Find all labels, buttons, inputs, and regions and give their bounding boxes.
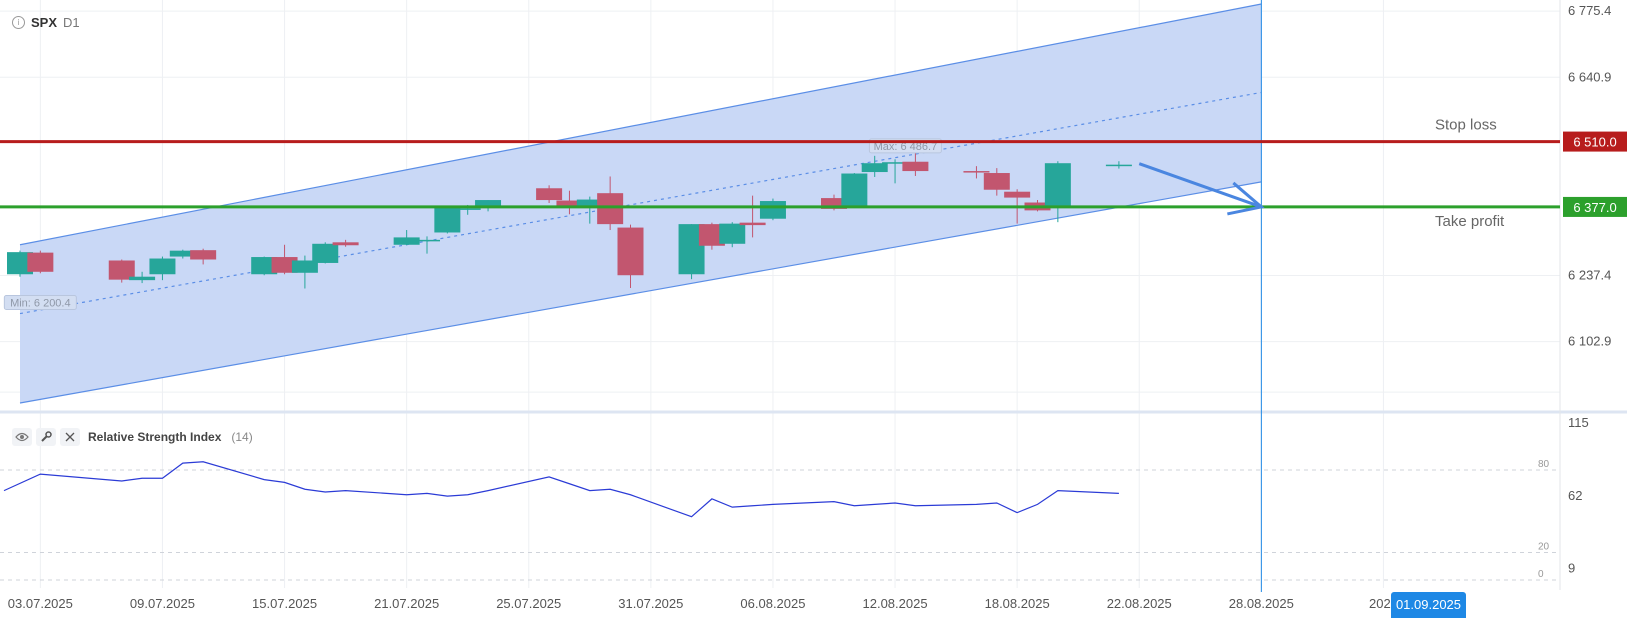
candle-body	[291, 260, 318, 273]
candle-body	[617, 227, 644, 276]
candle-body	[312, 243, 339, 263]
y-tick-label: 6 237.4	[1568, 268, 1611, 283]
y-tick-label: 6 102.9	[1568, 334, 1611, 349]
grid	[0, 0, 1627, 590]
candle-body	[332, 242, 359, 246]
x-tick-label: 12.08.2025	[863, 596, 928, 611]
x-tick-label: 21.07.2025	[374, 596, 439, 611]
candle-body	[1105, 164, 1132, 167]
rsi-y-tick-label: 62	[1568, 488, 1582, 503]
candle-body	[719, 223, 746, 244]
rsi-plot: 80 20 0 115 62 9	[0, 415, 1589, 581]
rsi-reference-label: 20	[1538, 542, 1550, 553]
y-tick-label: 6 775.4	[1568, 3, 1611, 18]
symbol-label: SPX	[31, 15, 58, 30]
take-profit-label: Take profit	[1435, 213, 1505, 230]
channel-mid	[19, 91, 1262, 315]
x-tick-label: 06.08.2025	[740, 596, 805, 611]
x-tick-label: 18.08.2025	[985, 596, 1050, 611]
price-channel	[19, 0, 1262, 592]
rsi-name: Relative Strength Index	[88, 430, 222, 444]
channel-lower	[19, 181, 1262, 404]
stop-loss-label: Stop loss	[1435, 117, 1497, 134]
rsi-y-tick-label: 9	[1568, 561, 1575, 576]
candle-body	[963, 171, 990, 173]
candle-body	[597, 193, 624, 225]
candle-body	[739, 222, 766, 226]
rsi-reference-label: 80	[1538, 459, 1550, 470]
channel-upper	[19, 3, 1262, 246]
axes: 03.07.2025 09.07.2025 15.07.2025 21.07.2025…	[8, 3, 1612, 611]
candle-body	[576, 199, 603, 207]
max-marker-label: Max: 6 486.7	[874, 141, 938, 153]
candle-body	[1004, 191, 1031, 198]
x-tick-label: 09.07.2025	[130, 596, 195, 611]
candle-body	[271, 257, 298, 273]
candle-body	[251, 257, 278, 275]
candle-body	[108, 260, 135, 280]
x-tick-label: 25.07.2025	[496, 596, 561, 611]
candle-body	[841, 173, 868, 207]
candle-body	[169, 250, 196, 257]
candle-body	[556, 200, 583, 208]
candle-body	[190, 250, 217, 260]
candle-body	[149, 258, 176, 275]
x-tick-label: 03.07.2025	[8, 596, 73, 611]
candle-body	[1044, 163, 1071, 208]
rsi-y-tick-label: 115	[1568, 415, 1589, 430]
stop-loss-price: 6 510.0	[1573, 135, 1616, 150]
candle-body	[902, 161, 929, 172]
cursor-date-badge: 01.09.2025	[1391, 592, 1466, 618]
min-marker-box	[3, 294, 77, 310]
candle-body	[414, 239, 440, 242]
min-marker-label: Min: 6 200.4	[10, 297, 71, 309]
y-tick-label: 6 640.9	[1568, 69, 1611, 84]
candle-body	[983, 173, 1010, 190]
stop-loss-price-tag	[1563, 131, 1627, 152]
candle-body	[821, 198, 847, 209]
rsi-header: Relative Strength Index (14)	[12, 428, 253, 446]
rsi-reference-label: 0	[1538, 569, 1544, 580]
wrench-icon[interactable]	[36, 428, 56, 446]
candle-body	[536, 188, 563, 201]
rsi-param: (14)	[231, 430, 253, 444]
levels: Stop loss Take profit 6 510.0 6 377.0	[0, 117, 1627, 230]
chart-header: i SPX D1	[12, 15, 80, 30]
x-tick-label: 2025	[1369, 596, 1398, 611]
close-icon[interactable]	[60, 428, 80, 446]
candle-body	[454, 208, 481, 210]
take-profit-price-tag	[1563, 196, 1627, 217]
x-tick-label: 15.07.2025	[252, 596, 317, 611]
rsi-line	[3, 461, 1119, 518]
x-tick-label: 22.08.2025	[1107, 596, 1172, 611]
projection-arrowhead	[1227, 181, 1265, 216]
candle-body	[698, 224, 725, 246]
projection-arrow	[1138, 162, 1262, 209]
candle-body	[129, 276, 156, 281]
candle-body	[475, 200, 502, 207]
take-profit-price: 6 377.0	[1573, 200, 1616, 215]
eye-icon[interactable]	[12, 428, 32, 446]
candle-body	[393, 237, 420, 245]
candle-body	[27, 252, 54, 272]
candle-body	[882, 162, 909, 164]
candle-body	[759, 201, 786, 219]
candle-body	[434, 206, 461, 233]
x-tick-label: 28.08.2025	[1229, 596, 1294, 611]
candle-body	[7, 252, 33, 275]
info-icon[interactable]: i	[12, 16, 25, 29]
candle-body	[861, 163, 888, 173]
x-tick-label: 31.07.2025	[618, 596, 683, 611]
timeframe-label[interactable]: D1	[63, 15, 80, 30]
